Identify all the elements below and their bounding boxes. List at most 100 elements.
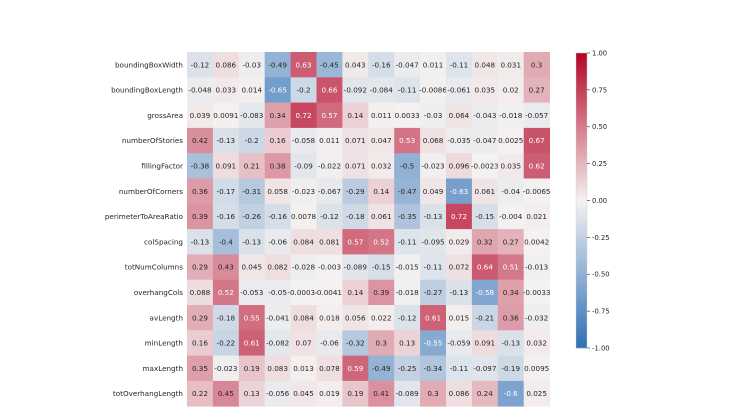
heatmap-cell	[394, 102, 421, 129]
cell-value-label: -0.55	[424, 339, 443, 348]
heatmap-cell	[212, 127, 240, 154]
heatmap-cell	[264, 330, 291, 356]
heatmap-cell	[212, 229, 240, 255]
heatmap-cell	[523, 355, 550, 382]
heatmap-cell	[368, 102, 395, 129]
cell-value-label: -0.06	[268, 237, 287, 246]
heatmap-cell	[394, 77, 421, 103]
cell-value-label: -0.015	[396, 263, 419, 272]
colorbar-segment	[576, 166, 587, 169]
heatmap-cell	[446, 52, 473, 78]
colorbar-segment	[576, 345, 587, 349]
colorbar-segment	[576, 80, 587, 83]
heatmap-cell	[497, 305, 525, 331]
cell-value-label: -0.11	[450, 60, 469, 69]
heatmap-cell	[471, 77, 499, 103]
heatmap-cell	[523, 153, 550, 179]
cell-value-label: -0.15	[372, 263, 391, 272]
cell-value-label: -0.13	[242, 237, 261, 246]
heatmap-cell	[368, 178, 395, 205]
colorbar-segment	[576, 279, 587, 282]
heatmap-cell	[238, 355, 266, 382]
cell-value-label: 0.27	[503, 237, 519, 246]
heatmap-cell	[264, 127, 291, 154]
heatmap-cell	[316, 355, 343, 382]
cell-value-label: 0.72	[296, 111, 312, 120]
cell-value-label: -0.65	[268, 86, 287, 95]
cell-value-label: 0.032	[526, 339, 547, 348]
cell-value-label: -0.04	[501, 187, 520, 196]
cell-value-label: 0.045	[293, 389, 314, 398]
heatmap-cell	[290, 380, 317, 407]
colorbar-segment	[576, 65, 587, 69]
heatmap-cell	[316, 279, 343, 306]
colorbar-segment	[576, 198, 587, 201]
colorbar-segment	[576, 325, 587, 329]
heatmap-cell	[316, 178, 343, 205]
cell-value-label: -0.13	[450, 288, 469, 297]
heatmap-cell	[471, 52, 499, 78]
heatmap-cell	[264, 203, 291, 230]
heatmap-cell	[290, 279, 317, 306]
colorbar-segment	[576, 114, 587, 118]
colorbar-segment	[576, 271, 587, 275]
colorbar-segment	[576, 289, 587, 292]
colorbar-segment	[576, 234, 587, 238]
colorbar-segment	[576, 75, 587, 78]
heatmap-cell	[316, 153, 343, 179]
cell-value-label: 0.014	[241, 86, 262, 95]
cell-value-label: 0.39	[192, 212, 208, 221]
cell-value-label: -0.057	[525, 111, 548, 120]
cell-value-label: -0.49	[268, 60, 287, 69]
heatmap-cell	[264, 77, 291, 103]
cell-value-label: 0.029	[449, 237, 470, 246]
colorbar-segment	[576, 153, 587, 157]
colorbar-segment	[576, 139, 587, 142]
colorbar-segment	[576, 70, 587, 73]
colorbar-segment	[576, 131, 587, 135]
colorbar-segment	[576, 134, 587, 137]
colorbar-segment	[576, 116, 587, 120]
cell-value-label: 0.16	[270, 136, 286, 145]
cell-value-label: 0.22	[192, 389, 208, 398]
heatmap-cell	[212, 102, 240, 129]
colorbar-segment	[576, 264, 587, 268]
colorbar-segment	[576, 225, 587, 228]
cell-value-label: -0.028	[292, 263, 316, 272]
heatmap-cell	[187, 279, 214, 306]
heatmap-cell	[497, 52, 525, 78]
heatmap-cell	[523, 203, 550, 230]
colorbar-segment	[576, 306, 587, 309]
cell-value-label: -0.21	[476, 313, 495, 322]
cell-value-label: 0.64	[477, 263, 493, 272]
row-label: totOverhangLength	[113, 389, 183, 398]
cell-value-label: 0.011	[319, 136, 340, 145]
row-label: grossArea	[147, 111, 183, 120]
heatmap-cell	[446, 77, 473, 103]
colorbar-segment	[576, 87, 587, 91]
heatmap-cell	[471, 305, 499, 331]
cell-value-label: -0.58	[476, 288, 495, 297]
cell-value-label: 0.02	[503, 86, 519, 95]
cell-value-label: 0.043	[345, 60, 366, 69]
cell-value-label: 0.019	[319, 389, 340, 398]
cell-value-label: 0.63	[296, 60, 312, 69]
cell-value-label: -0.058	[292, 136, 316, 145]
heatmap-cell	[238, 153, 266, 179]
cell-value-label: 0.34	[270, 111, 286, 120]
heatmap-cell	[446, 102, 473, 129]
cell-value-label: -0.059	[447, 339, 471, 348]
heatmap-cell	[316, 203, 343, 230]
heatmap-cell	[471, 153, 499, 179]
cell-value-label: -0.023	[214, 364, 237, 373]
cell-value-label: 0.049	[423, 187, 444, 196]
heatmap-cell	[187, 305, 214, 331]
colorbar-tick-label: 0.50	[592, 123, 607, 131]
cell-value-label: 0.084	[293, 237, 314, 246]
heatmap-cell	[290, 203, 317, 230]
heatmap-cell	[342, 52, 369, 78]
colorbar-tick-label: -1.00	[592, 344, 610, 352]
heatmap-cell	[238, 178, 266, 205]
cell-value-label: -0.022	[318, 161, 341, 170]
cell-value-label: 0.57	[347, 237, 363, 246]
